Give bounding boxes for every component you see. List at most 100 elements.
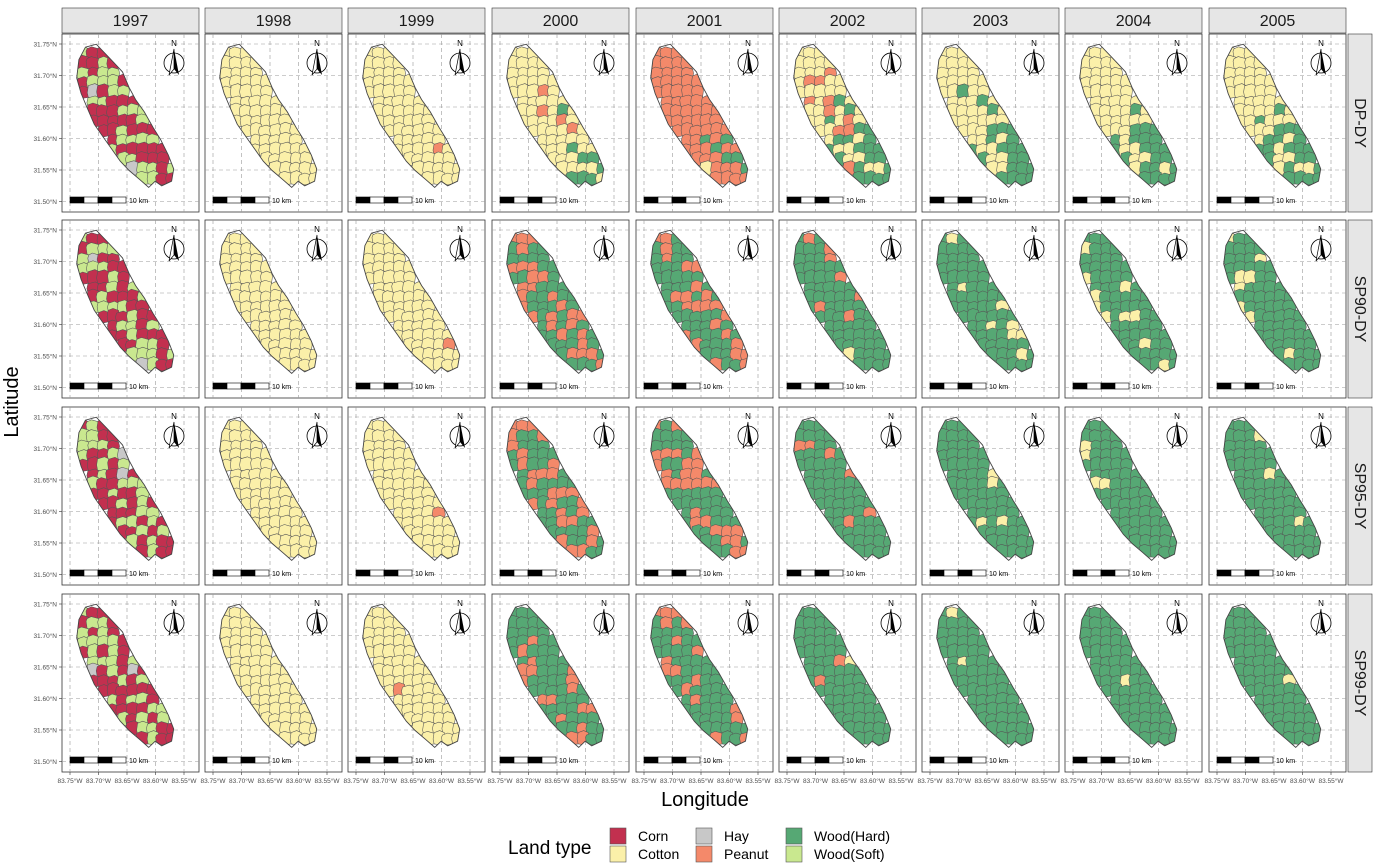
north-label: N (1318, 412, 1324, 421)
scale-bar-label: 10 km (703, 571, 722, 578)
scale-bar: 10 km (355, 382, 434, 391)
x-tick-label: 83.75°W (200, 777, 226, 785)
watershed-outline (1079, 43, 1178, 189)
column-strip-label: 2000 (543, 13, 579, 30)
subbasin (740, 534, 748, 549)
scale-bar-label: 10 km (272, 758, 291, 765)
scale-bar-label: 10 km (1276, 571, 1295, 578)
x-tick-label: 83.55°W (171, 777, 197, 785)
north-label: N (601, 599, 607, 608)
north-label: N (888, 412, 894, 421)
scale-bar: 10 km (786, 756, 865, 765)
y-tick-label: 31.55°N (33, 540, 57, 548)
scale-bar: 10 km (355, 756, 434, 765)
subbasin (883, 161, 891, 176)
legend-swatch (609, 845, 627, 863)
subbasin (452, 347, 460, 362)
north-label: N (1318, 39, 1324, 48)
watershed-outline (1223, 229, 1322, 375)
north-label: N (601, 225, 607, 234)
north-label: N (171, 39, 177, 48)
y-tick-label: 31.75°N (33, 227, 57, 235)
column-strip-label: 1997 (113, 13, 149, 30)
x-tick-label: 83.60°W (1146, 777, 1172, 785)
map-panel-2001-SP95-DY: N 10 km (635, 406, 774, 586)
scale-bar: 10 km (499, 382, 578, 391)
north-label: N (314, 39, 320, 48)
map-panel-2002-DP-DY: N 10 km (778, 33, 917, 213)
watershed-outline (362, 416, 461, 562)
watershed-outline (936, 416, 1035, 562)
x-tick-label: 83.65°W (831, 777, 857, 785)
y-tick-label: 31.65°N (33, 477, 57, 485)
subbasin (452, 534, 460, 549)
scale-bar-label: 10 km (415, 758, 434, 765)
scale-bar: 10 km (643, 196, 722, 205)
x-tick-label: 83.75°W (631, 777, 657, 785)
north-arrow-icon: N (306, 412, 328, 449)
subbasin-fill-layer (219, 605, 317, 746)
north-arrow-icon: N (1166, 225, 1188, 262)
subbasin (1313, 721, 1321, 736)
map-panel-1999-SP99-DY: N 10 km (347, 593, 486, 773)
row-strips: DP-DY SP90-DY SP95-DY SP99-DY (1347, 33, 1373, 773)
x-tick-label: 83.70°W (372, 777, 398, 785)
graticule (1209, 220, 1346, 398)
x-tick-label: 83.65°W (1261, 777, 1287, 785)
legend-item-corn: Corn (609, 827, 668, 845)
scale-bar-label: 10 km (415, 198, 434, 205)
x-tick-label: 83.75°W (917, 777, 943, 785)
scale-bar: 10 km (212, 196, 291, 205)
subbasin-fill-layer (1223, 231, 1321, 372)
watershed-outline (76, 43, 175, 189)
subbasin (1313, 347, 1321, 362)
watershed-outline (506, 229, 605, 375)
column-strip-background (347, 7, 486, 34)
y-tick-label: 31.50°N (33, 571, 57, 579)
map-panel-2003-DP-DY: N 10 km (921, 33, 1060, 213)
legend-item-peanut: Peanut (695, 845, 768, 863)
subbasin (309, 161, 317, 176)
x-tick-label: 83.55°W (314, 777, 340, 785)
x-tick-label: 83.75°W (487, 777, 513, 785)
scale-bar: 10 km (69, 756, 148, 765)
scale-bar-label: 10 km (559, 198, 578, 205)
y-tick-label: 31.55°N (33, 167, 57, 175)
scale-bar: 10 km (1072, 569, 1151, 578)
north-label: N (171, 412, 177, 421)
x-tick-label: 83.70°W (229, 777, 255, 785)
x-tick-label: 83.70°W (516, 777, 542, 785)
legend-item-cotton: Cotton (609, 845, 679, 863)
map-panel-2005-SP90-DY: N 10 km (1208, 219, 1347, 399)
subbasin (596, 721, 604, 736)
graticule (1065, 220, 1202, 398)
x-tick-label: 83.60°W (286, 777, 312, 785)
subbasin (166, 347, 174, 362)
watershed-outline (793, 43, 892, 189)
column-strip-background (1208, 7, 1347, 34)
legend-item-woodsoft: Wood(Soft) (785, 845, 885, 863)
column-strip-label: 2004 (1116, 13, 1152, 30)
y-tick-label: 31.55°N (33, 353, 57, 361)
map-panel-1998-DP-DY: N 10 km (204, 33, 343, 213)
subbasin (596, 161, 604, 176)
row-strip-SP99-DY: SP99-DY (1347, 593, 1373, 773)
y-tick-label: 31.50°N (33, 758, 57, 766)
watershed-outline (362, 43, 461, 189)
scale-bar-label: 10 km (989, 758, 1008, 765)
north-label: N (745, 225, 751, 234)
map-panel-2000-SP95-DY: N 10 km (491, 406, 630, 586)
x-axis-ticks: 83.75°W 83.70°W 83.65°W 83.60°W 83.55°W 83.75… (57, 772, 1344, 785)
scale-bar-label: 10 km (129, 758, 148, 765)
row-strip-background (1347, 593, 1373, 773)
column-strip-label: 1998 (256, 13, 292, 30)
scale-bar: 10 km (929, 569, 1008, 578)
y-tick-label: 31.70°N (33, 445, 57, 453)
y-tick-label: 31.60°N (33, 508, 57, 516)
scale-bar-label: 10 km (272, 198, 291, 205)
scale-bar-label: 10 km (129, 198, 148, 205)
watershed-outline (1223, 603, 1322, 749)
north-arrow-icon: N (880, 39, 902, 76)
watershed-outline (362, 603, 461, 749)
north-arrow-icon: N (1166, 39, 1188, 76)
